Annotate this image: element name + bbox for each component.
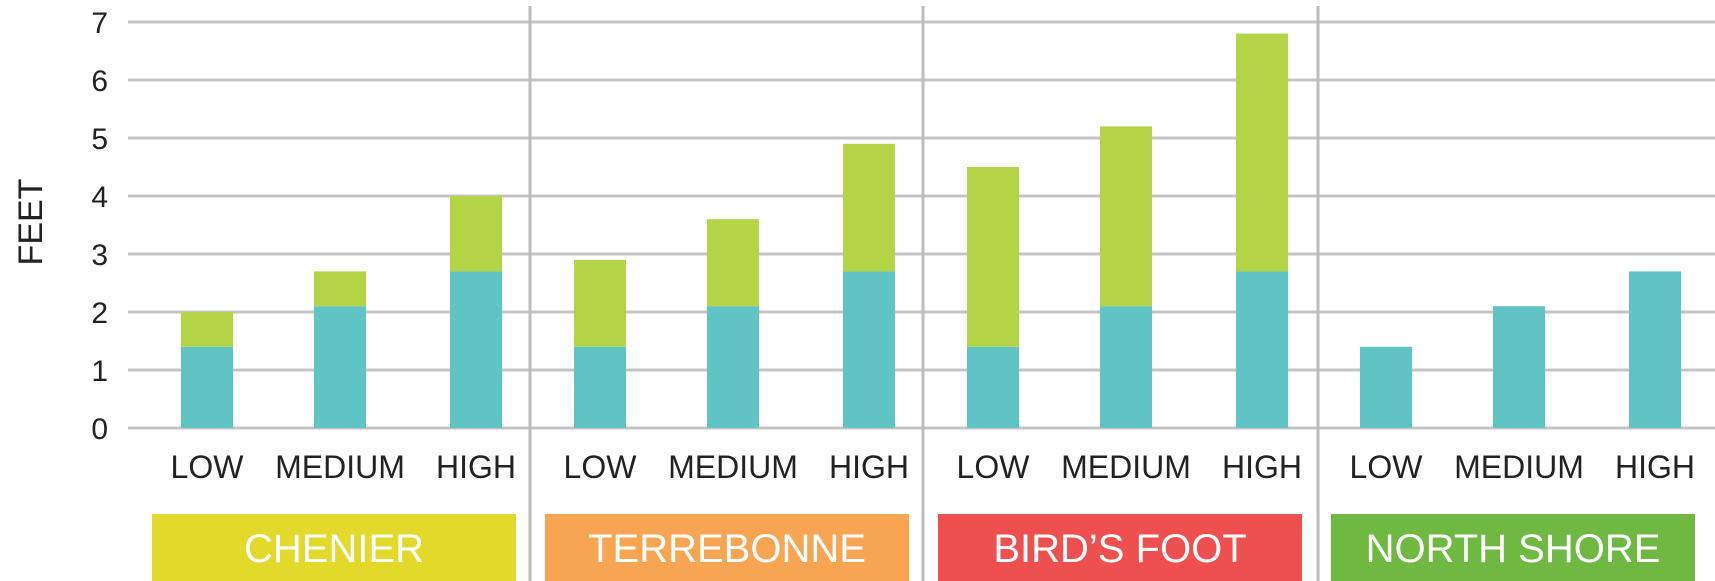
bar-chenier-medium-base: [314, 306, 366, 428]
category-label-low: LOW: [1350, 449, 1424, 485]
bars: [181, 33, 1681, 428]
category-labels: LOW MEDIUM HIGH LOW MEDIUM HIGH LOW MEDIUM HIGH L…: [171, 449, 1695, 485]
bar-terrebonne-low-base: [574, 346, 626, 428]
region-band-chenier: [152, 514, 516, 581]
category-label-low: LOW: [564, 449, 638, 485]
region-label-bird-s-foot: BIRD’S FOOT: [993, 527, 1246, 571]
bar-bird-s-foot-low-base: [967, 346, 1019, 428]
y-tick-label-0: 0: [91, 413, 108, 446]
y-tick-label-5: 5: [91, 123, 108, 156]
category-label-low: LOW: [171, 449, 245, 485]
bar-bird-s-foot-medium-base: [1100, 306, 1152, 428]
bar-chenier-medium-top: [314, 271, 366, 307]
y-tick-label-1: 1: [91, 355, 108, 388]
bar-bird-s-foot-high-base: [1236, 271, 1288, 428]
bar-bird-s-foot-high-top: [1236, 33, 1288, 272]
y-tick-label-4: 4: [91, 181, 108, 214]
category-label-medium: MEDIUM: [275, 449, 405, 485]
bar-bird-s-foot-medium-top: [1100, 126, 1152, 307]
region-label-terrebonne: TERREBONNE: [588, 527, 866, 571]
region-label-north-shore: NORTH SHORE: [1366, 527, 1661, 571]
bar-terrebonne-high-top: [843, 143, 895, 272]
bar-terrebonne-medium-base: [707, 306, 759, 428]
bar-chenier-low-top: [181, 312, 233, 347]
category-label-low: LOW: [957, 449, 1031, 485]
y-tick-label-6: 6: [91, 65, 108, 98]
y-axis-label: FEET: [12, 179, 50, 266]
region-band-bird-s-foot: [938, 514, 1302, 581]
bar-terrebonne-low-top: [574, 259, 626, 347]
bar-terrebonne-high-base: [843, 271, 895, 428]
region-labels: CHENIER TERREBONNE BIRD’S FOOT NORTH SHORE: [152, 514, 1695, 581]
bar-north-shore-medium-base: [1493, 306, 1545, 428]
region-band-terrebonne: [545, 514, 909, 581]
category-label-medium: MEDIUM: [1454, 449, 1584, 485]
y-tick-label-3: 3: [91, 239, 108, 272]
category-label-high: HIGH: [1222, 449, 1302, 485]
bar-chenier-high-top: [450, 196, 502, 272]
category-label-high: HIGH: [1615, 449, 1695, 485]
y-tick-label-7: 7: [91, 7, 108, 40]
region-label-chenier: CHENIER: [244, 527, 424, 571]
bar-north-shore-low-base: [1360, 346, 1412, 428]
region-band-north-shore: [1331, 514, 1695, 581]
category-label-medium: MEDIUM: [668, 449, 798, 485]
bar-north-shore-high-base: [1629, 271, 1681, 428]
category-label-medium: MEDIUM: [1061, 449, 1191, 485]
bar-chenier-high-base: [450, 271, 502, 428]
bar-chenier-low-base: [181, 346, 233, 428]
bar-terrebonne-medium-top: [707, 219, 759, 307]
category-label-high: HIGH: [436, 449, 516, 485]
y-axis: 0 1 2 3 4 5 6 7: [91, 7, 108, 446]
group-dividers: [528, 6, 1320, 581]
y-tick-label-2: 2: [91, 297, 108, 330]
bar-bird-s-foot-low-top: [967, 167, 1019, 347]
category-label-high: HIGH: [829, 449, 909, 485]
